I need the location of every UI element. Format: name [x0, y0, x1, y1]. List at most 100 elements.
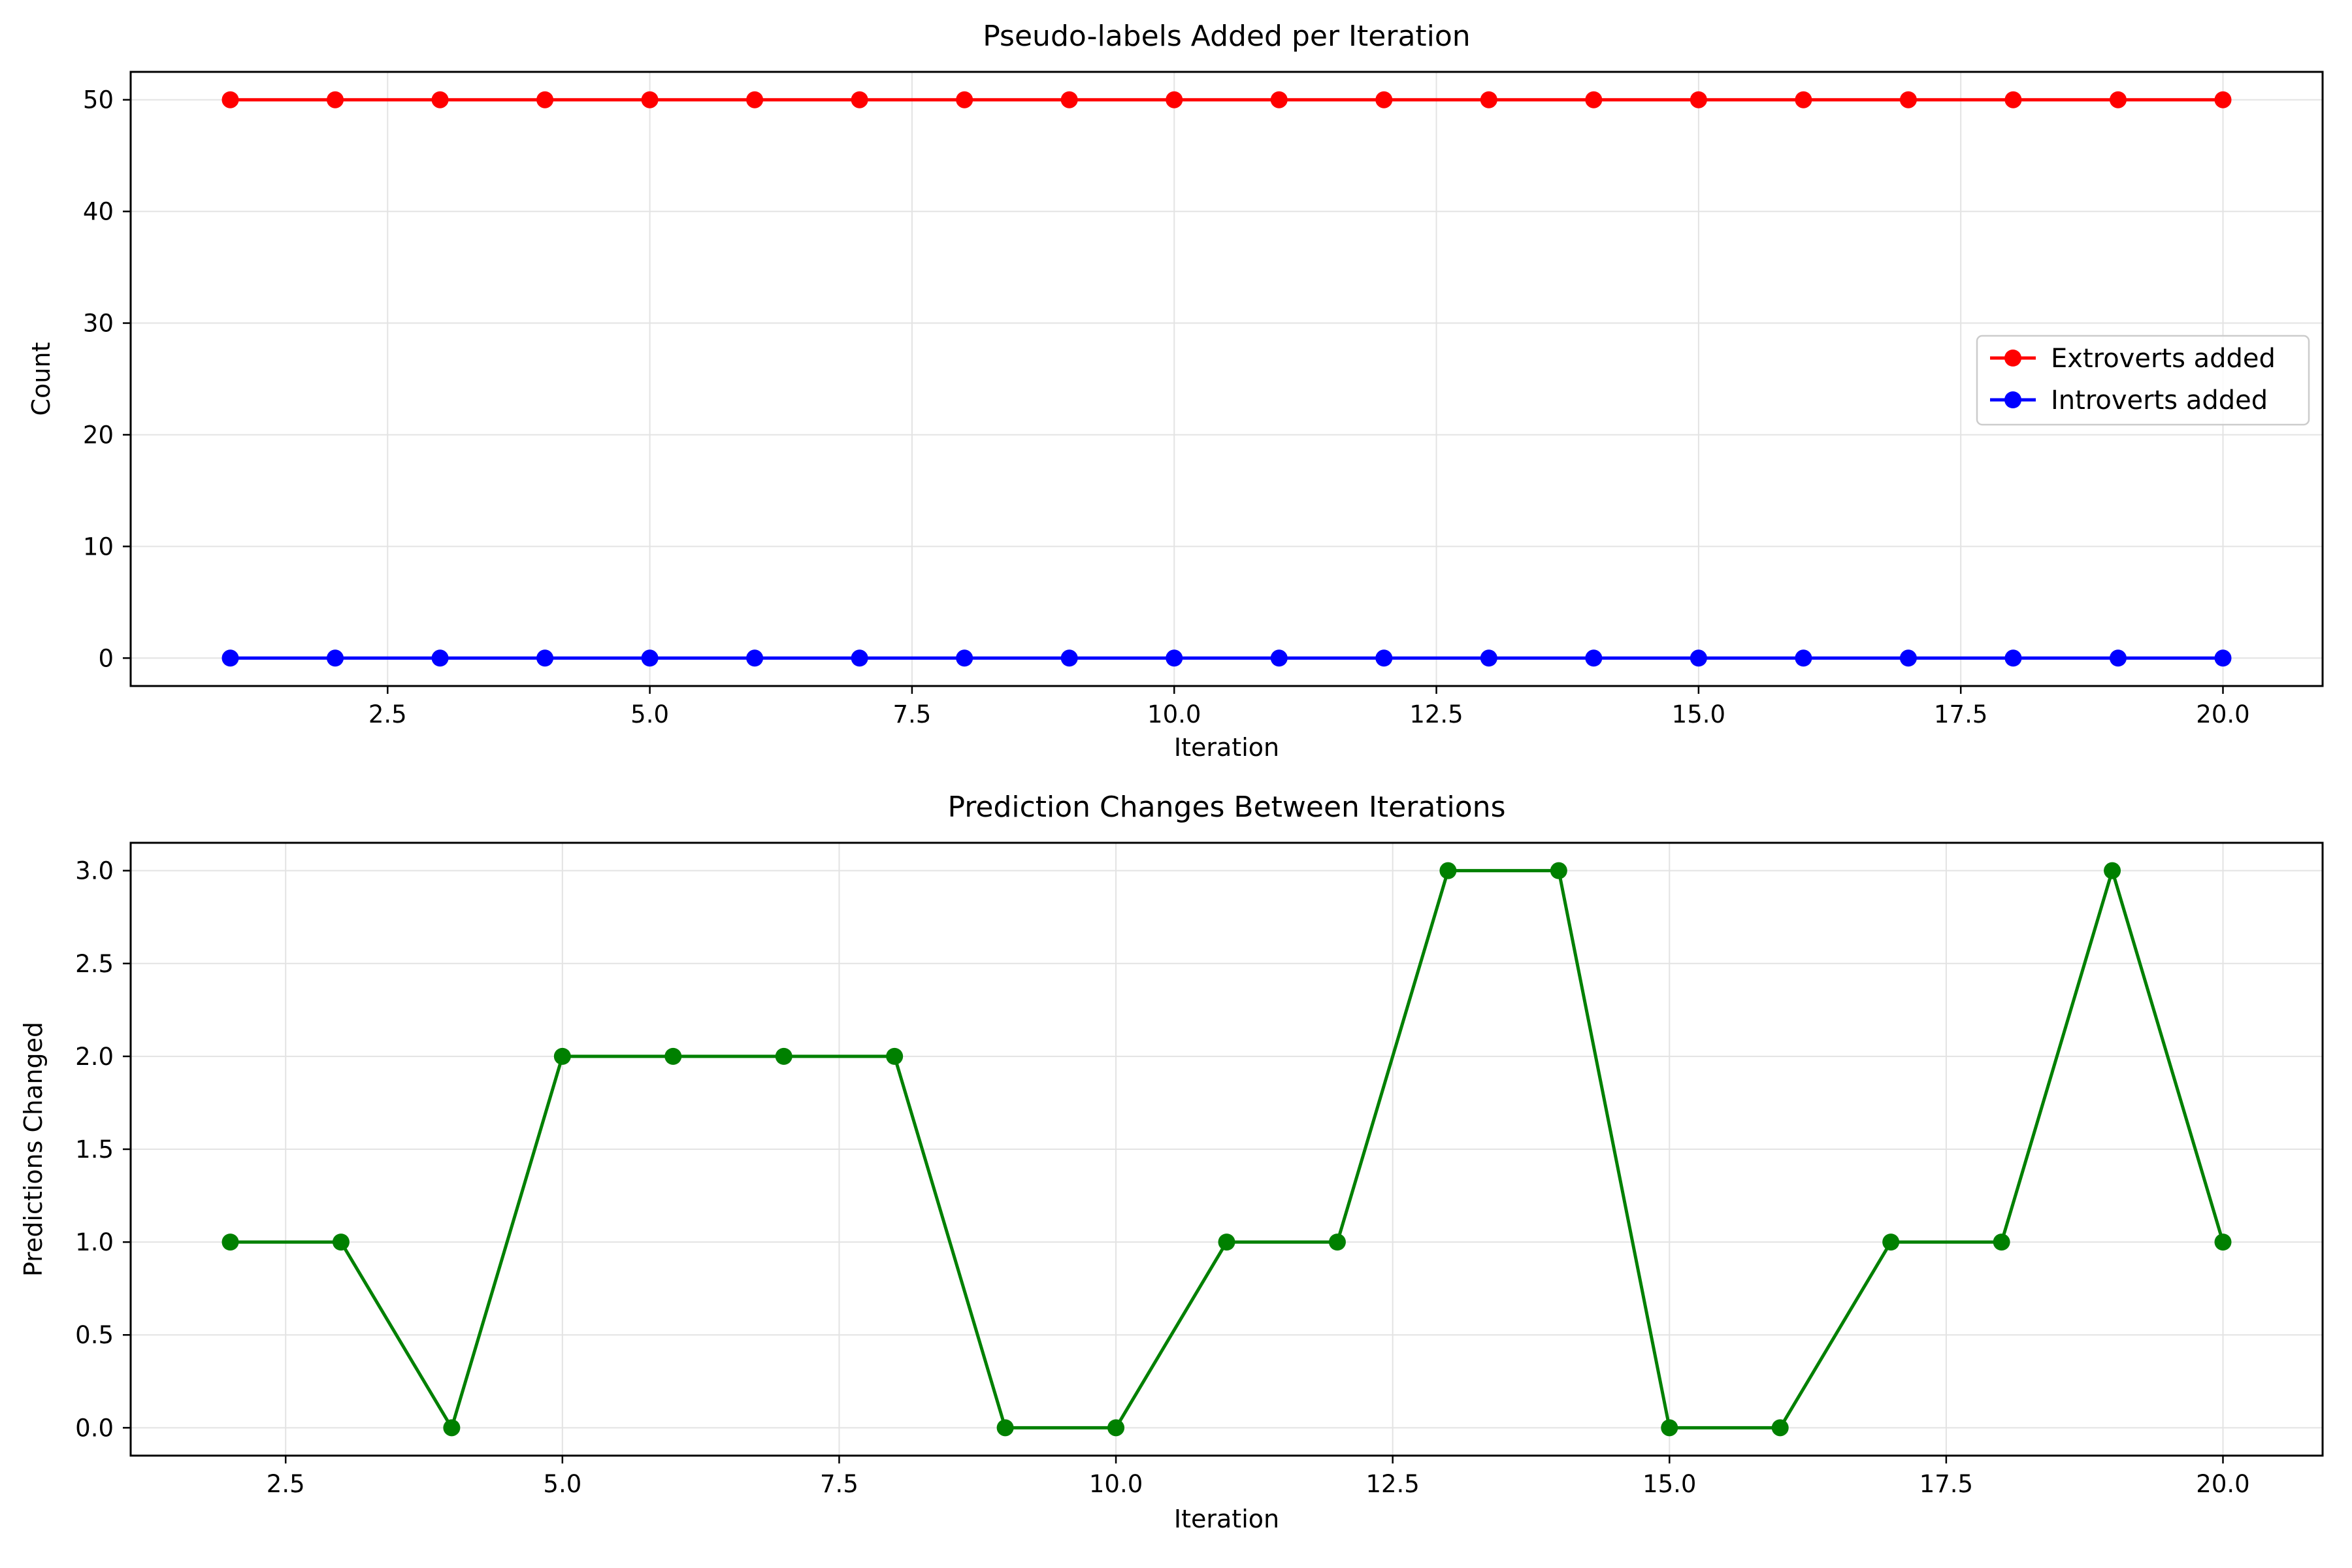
data-point — [1585, 649, 1603, 667]
legend-swatch-marker — [2004, 391, 2021, 408]
data-point — [431, 91, 449, 108]
data-point — [536, 649, 554, 667]
x-tick-label: 5.0 — [630, 700, 669, 728]
data-point — [641, 649, 659, 667]
legend-swatch-marker — [2004, 350, 2021, 367]
data-point — [1166, 91, 1183, 108]
data-point — [1480, 91, 1497, 108]
data-point — [431, 649, 449, 667]
data-point — [1661, 1419, 1678, 1437]
data-point — [1771, 1419, 1789, 1437]
data-point — [1690, 91, 1707, 108]
data-point — [2004, 91, 2022, 108]
chart-panel-1: 2.5 5.0 7.5 10.0 12.5 15.0 17.5 20.0 0 10 20 30 40 50… — [27, 20, 2324, 762]
y-tick-label: 3.0 — [75, 857, 114, 885]
legend: Extroverts added Introverts added — [1976, 335, 2310, 426]
y-tick-label: 30 — [83, 310, 114, 338]
legend-label: Introverts added — [2051, 385, 2268, 416]
data-point — [746, 649, 764, 667]
x-tick-label: 10.0 — [1147, 700, 1201, 728]
chart-panel-2: 2.5 5.0 7.5 10.0 12.5 15.0 17.5 20.0 0.0 0.5 1.0 1.… — [19, 791, 2324, 1533]
x-tick-label: 20.0 — [2196, 700, 2249, 728]
y-tick-label: 0 — [98, 644, 114, 672]
data-point — [1439, 862, 1457, 879]
x-tick-label: 17.5 — [1919, 1470, 1973, 1498]
data-point — [1328, 1233, 1346, 1251]
data-point — [1218, 1233, 1235, 1251]
x-tick-label: 2.5 — [267, 1470, 305, 1498]
data-point — [553, 1047, 571, 1065]
x-tick-label: 17.5 — [1934, 700, 1987, 728]
data-point — [996, 1419, 1014, 1437]
chart-title: Prediction Changes Between Iterations — [947, 791, 1505, 824]
y-tick-label: 1.5 — [75, 1135, 114, 1164]
y-tick-label: 0.5 — [75, 1321, 114, 1349]
y-axis-label: Count — [27, 342, 56, 416]
data-point — [1899, 91, 1917, 108]
x-tick-label: 2.5 — [368, 700, 407, 728]
data-point — [886, 1047, 904, 1065]
data-point — [1795, 91, 1812, 108]
data-point — [1480, 649, 1497, 667]
data-point — [664, 1047, 682, 1065]
data-point — [221, 91, 239, 108]
data-point — [1375, 91, 1393, 108]
data-point — [2109, 91, 2127, 108]
data-point — [1375, 649, 1393, 667]
data-point — [2214, 91, 2232, 108]
data-point — [2004, 649, 2022, 667]
data-point — [221, 1233, 239, 1251]
data-point — [641, 91, 659, 108]
data-point — [851, 91, 868, 108]
x-tick-label: 7.5 — [820, 1470, 858, 1498]
data-point — [1882, 1233, 1900, 1251]
y-tick-label: 10 — [83, 532, 114, 561]
data-point — [956, 91, 973, 108]
data-point — [1060, 91, 1078, 108]
x-tick-label: 15.0 — [1672, 700, 1725, 728]
data-point — [1550, 862, 1567, 879]
data-point — [332, 1233, 350, 1251]
data-point — [1585, 91, 1603, 108]
data-point — [746, 91, 764, 108]
data-point — [443, 1419, 461, 1437]
data-point — [1107, 1419, 1125, 1437]
data-point — [1899, 649, 1917, 667]
x-tick-label: 10.0 — [1089, 1470, 1143, 1498]
x-tick-label: 12.5 — [1365, 1470, 1419, 1498]
legend-box — [1976, 335, 2310, 426]
data-point — [851, 649, 868, 667]
data-point — [775, 1047, 792, 1065]
data-point — [221, 649, 239, 667]
y-tick-label: 2.0 — [75, 1043, 114, 1071]
data-point — [1060, 649, 1078, 667]
x-tick-label: 20.0 — [2196, 1470, 2249, 1498]
data-point — [956, 649, 973, 667]
y-tick-label: 2.5 — [75, 950, 114, 978]
data-point — [2214, 649, 2232, 667]
y-tick-label: 20 — [83, 421, 114, 449]
data-point — [2104, 862, 2121, 879]
x-tick-label: 15.0 — [1642, 1470, 1696, 1498]
x-tick-label: 5.0 — [543, 1470, 581, 1498]
x-axis-label: Iteration — [1174, 733, 1279, 762]
chart-title: Pseudo-labels Added per Iteration — [983, 20, 1470, 53]
data-point — [1795, 649, 1812, 667]
y-tick-label: 50 — [83, 86, 114, 114]
data-point — [2214, 1233, 2232, 1251]
data-point — [1270, 91, 1288, 108]
x-tick-label: 12.5 — [1409, 700, 1463, 728]
data-point — [2109, 649, 2127, 667]
data-point — [536, 91, 554, 108]
data-point — [1993, 1233, 2010, 1251]
x-axis-label: Iteration — [1174, 1505, 1279, 1533]
data-point — [327, 91, 344, 108]
y-axis-label: Predictions Changed — [19, 1022, 48, 1277]
data-point — [1166, 649, 1183, 667]
axes-frame — [129, 71, 2324, 687]
data-point — [327, 649, 344, 667]
y-tick-label: 0.0 — [75, 1414, 114, 1442]
x-tick-label: 7.5 — [892, 700, 931, 728]
data-point — [1270, 649, 1288, 667]
